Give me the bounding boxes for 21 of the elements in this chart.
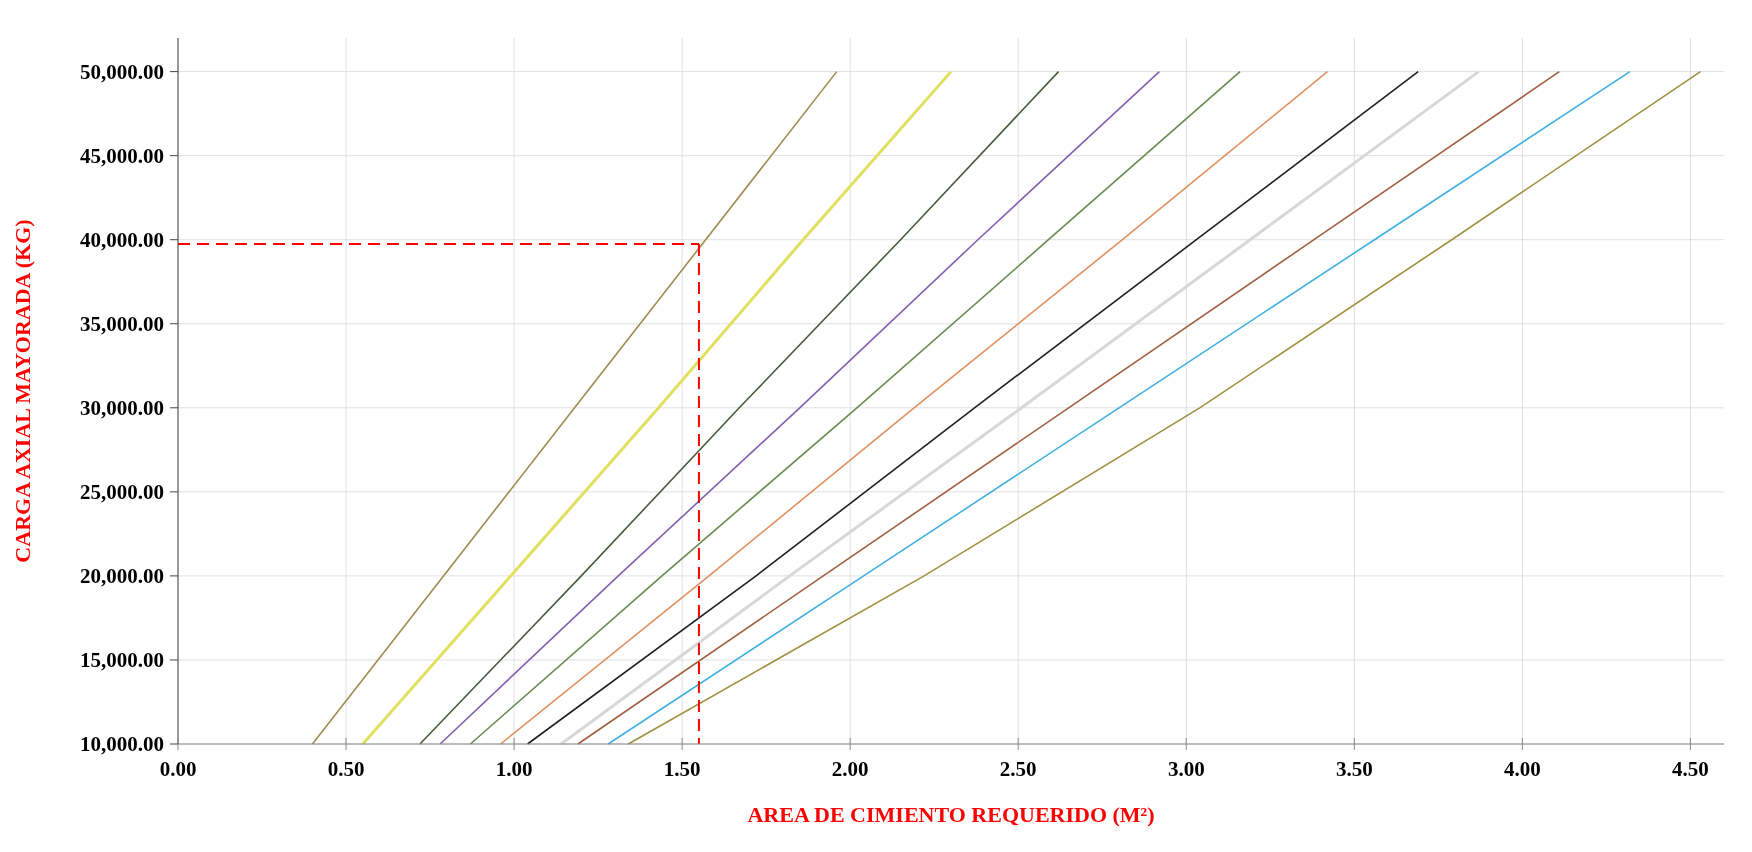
x-tick-label: 2.00 (831, 757, 869, 781)
x-tick-label: 0.00 (159, 757, 197, 781)
y-tick-label: 45,000.00 (80, 144, 164, 169)
x-axis-title: AREA DE CIMIENTO REQUERIDO (M²) (747, 802, 1155, 827)
x-tick-label: 4.00 (1503, 757, 1541, 781)
y-tick-label: 20,000.00 (80, 564, 164, 589)
y-axis-title: CARGA AXIAL MAYORADA (KG) (10, 219, 35, 563)
x-tick-label: 2.50 (999, 757, 1037, 781)
y-tick-label: 10,000.00 (80, 732, 164, 757)
x-tick-label: 3.00 (1167, 757, 1205, 781)
x-tick-label: 1.00 (495, 757, 533, 781)
x-tick-label: 3.50 (1335, 757, 1373, 781)
y-tick-label: 35,000.00 (80, 312, 164, 337)
y-tick-label: 30,000.00 (80, 396, 164, 421)
y-tick-label: 25,000.00 (80, 480, 164, 505)
y-tick-label: 15,000.00 (80, 648, 164, 673)
y-tick-label: 40,000.00 (80, 228, 164, 253)
x-tick-label: 1.50 (663, 757, 701, 781)
x-tick-label: 0.50 (327, 757, 365, 781)
x-tick-label: 4.50 (1672, 757, 1709, 781)
y-tick-label: 50,000.00 (80, 59, 164, 84)
